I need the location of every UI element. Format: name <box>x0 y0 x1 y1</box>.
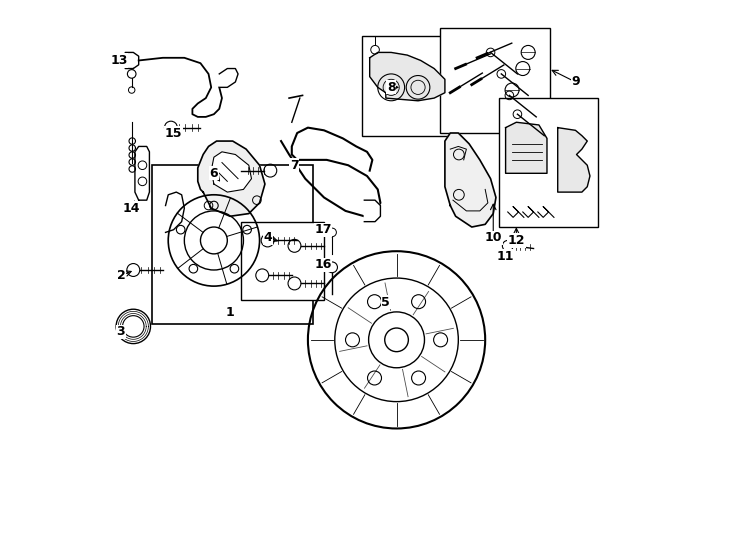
Text: 2: 2 <box>117 269 126 282</box>
Polygon shape <box>370 52 445 101</box>
Polygon shape <box>364 200 380 221</box>
Text: 14: 14 <box>123 202 140 215</box>
Text: 15: 15 <box>165 126 182 139</box>
Polygon shape <box>219 69 238 87</box>
Text: 17: 17 <box>314 223 332 236</box>
Text: 11: 11 <box>496 250 514 263</box>
Text: 3: 3 <box>117 325 126 338</box>
Text: 6: 6 <box>210 167 218 180</box>
Polygon shape <box>126 52 139 69</box>
Polygon shape <box>445 133 496 227</box>
Text: 7: 7 <box>290 159 299 172</box>
Text: 16: 16 <box>314 258 332 271</box>
Text: 9: 9 <box>571 76 580 89</box>
Text: 1: 1 <box>225 307 234 320</box>
Bar <box>498 98 598 227</box>
Text: 12: 12 <box>508 234 525 247</box>
Polygon shape <box>506 122 547 173</box>
Bar <box>241 221 324 300</box>
Text: 10: 10 <box>484 231 502 244</box>
Text: 13: 13 <box>110 54 128 67</box>
Polygon shape <box>135 146 150 200</box>
Text: 5: 5 <box>382 296 390 309</box>
Bar <box>362 36 456 136</box>
Bar <box>440 28 550 133</box>
Polygon shape <box>197 141 265 217</box>
Polygon shape <box>558 127 590 192</box>
Text: 4: 4 <box>264 231 272 244</box>
Text: 8: 8 <box>387 81 396 94</box>
Bar <box>152 165 313 323</box>
Polygon shape <box>211 152 252 192</box>
